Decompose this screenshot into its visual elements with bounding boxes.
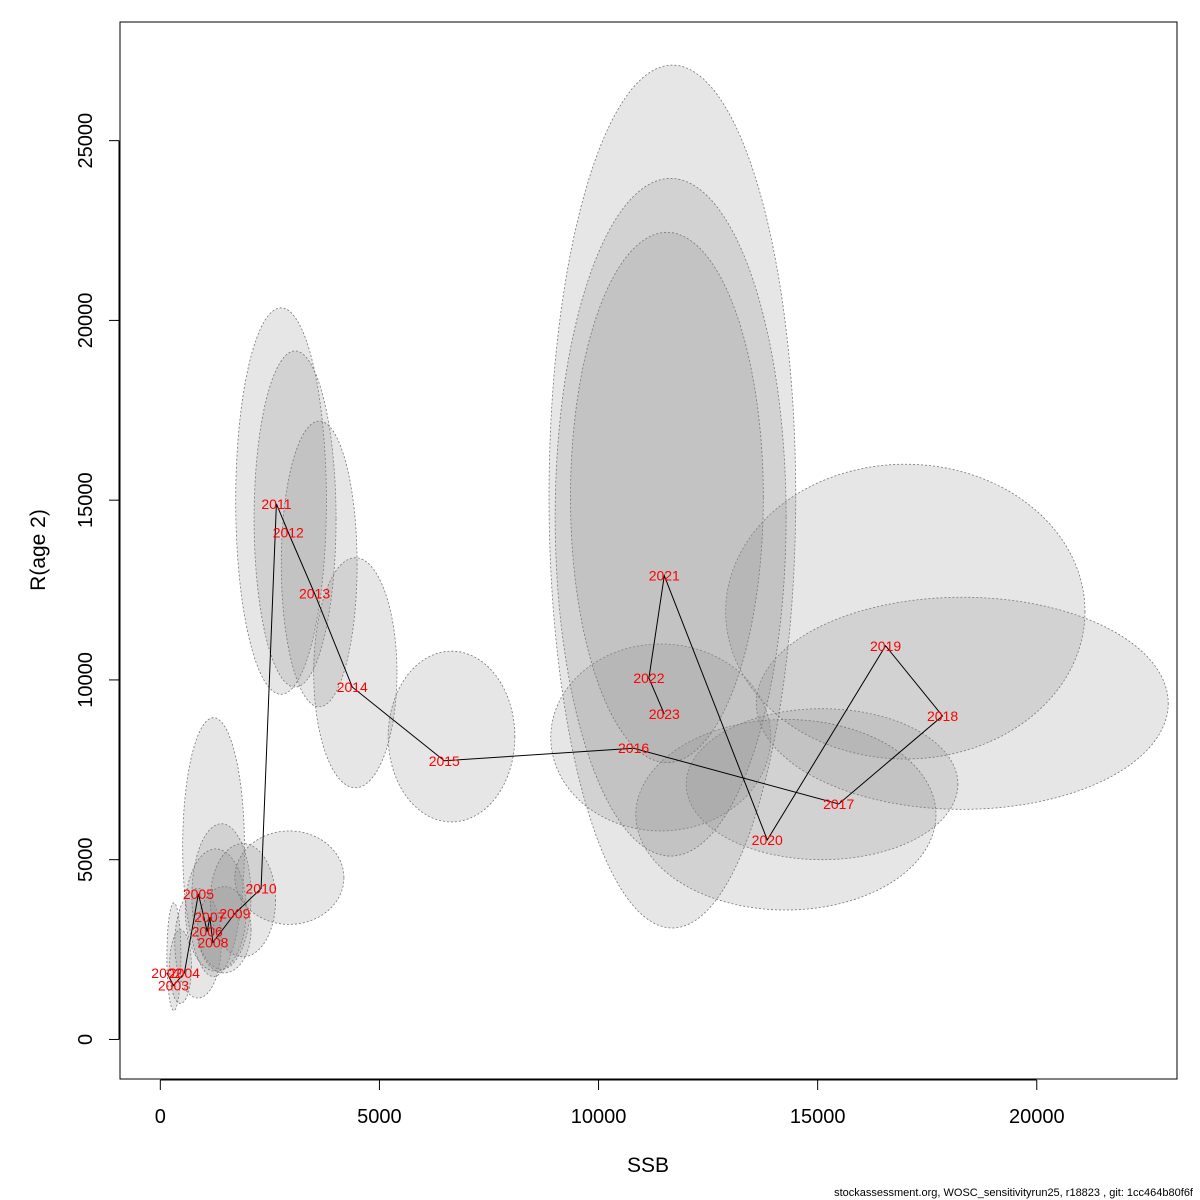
ellipse-2012 [253,350,337,688]
year-label-2009: 2009 [219,906,250,922]
year-label-2012: 2012 [273,525,304,541]
x-tick-label: 0 [155,1106,166,1128]
ellipse-2015 [387,650,516,823]
trajectory-line [166,503,944,987]
ellipse-2019 [725,463,1086,760]
y-axis-title: R(age 2) [27,509,50,591]
year-label-2007: 2007 [194,909,225,925]
year-label-2018: 2018 [927,708,958,724]
ellipse-2002 [166,902,182,1012]
ellipse-2005 [182,717,245,977]
year-label-2023: 2023 [649,706,680,722]
y-tick-label: 0 [75,1034,97,1045]
y-tick-label: 10000 [75,652,97,708]
ellipse-2022 [554,177,787,857]
year-label-2005: 2005 [183,886,214,902]
year-label-2016: 2016 [618,740,649,756]
x-tick-label: 20000 [1009,1106,1065,1128]
year-label-2013: 2013 [299,586,330,602]
ellipse-2004 [174,888,222,999]
year-label-2019: 2019 [870,638,901,654]
ellipse-2023 [570,231,764,764]
ellipse-2020 [635,719,937,911]
ellipse-2013 [280,420,358,708]
y-tick-label: 15000 [75,472,97,528]
ellipse-2007 [191,823,252,970]
ellipse-2011 [235,307,327,695]
ellipse-2008 [197,886,252,974]
ellipse-2014 [313,557,398,789]
y-tick-label: 20000 [75,293,97,349]
x-axis: 0 5000 10000 15000 20000 [155,1079,1065,1128]
confidence-ellipses [166,64,1169,1012]
year-label-2002: 2002 [151,965,182,981]
ellipse-2006 [184,848,247,972]
ellipse-2009 [209,843,276,958]
year-label-2015: 2015 [429,753,460,769]
year-label-2008: 2008 [197,934,228,950]
year-label-2004: 2004 [169,965,200,981]
x-tick-label: 5000 [357,1106,402,1128]
ellipse-2018 [755,596,1169,810]
footer-note: stockassessment.org, WOSC_sensitivityrun… [834,1187,1194,1199]
x-tick-label: 10000 [571,1106,627,1128]
year-label-2022: 2022 [633,670,664,686]
ellipse-2016 [550,643,772,832]
y-axis: 0 5000 10000 15000 20000 25000 [75,113,120,1045]
ellipse-2003 [169,929,192,1004]
year-label-2017: 2017 [823,796,854,812]
y-tick-label: 25000 [75,113,97,169]
year-label-2011: 2011 [261,496,291,512]
plot-frame [119,21,1178,1080]
ellipse-2010 [234,830,345,925]
y-tick-label: 5000 [75,837,97,882]
year-label-2021: 2021 [649,568,680,584]
year-label-2020: 2020 [752,832,783,848]
year-label-2010: 2010 [246,880,277,896]
ellipse-2021 [548,64,797,929]
year-label-2014: 2014 [337,679,368,695]
year-label-2006: 2006 [192,924,223,940]
year-label-2003: 2003 [158,978,189,994]
x-tick-label: 15000 [790,1106,846,1128]
x-axis-title: SSB [627,1154,669,1177]
